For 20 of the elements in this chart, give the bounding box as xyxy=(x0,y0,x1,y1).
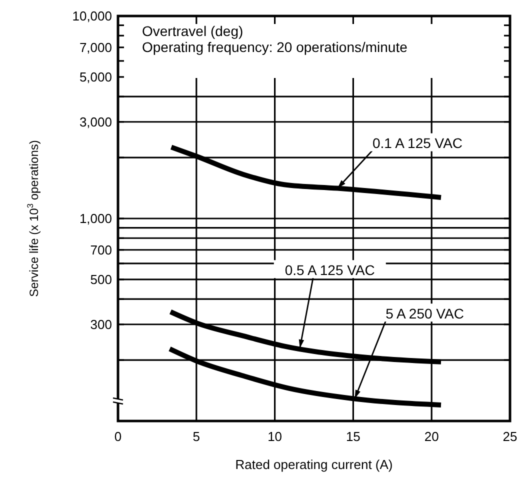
y-tick-label: 500 xyxy=(90,272,112,288)
annotation: 5 A 250 VAC xyxy=(386,306,464,322)
x-tick-label: 10 xyxy=(268,429,282,444)
x-tick-label: 20 xyxy=(424,429,439,444)
y-tick-label: 3,000 xyxy=(79,114,112,130)
annotation: Operating frequency: 20 operations/minute xyxy=(142,39,408,55)
x-axis-title: Rated operating current (A) xyxy=(235,457,393,472)
y-tick-label: 7,000 xyxy=(79,40,112,55)
annotation: Overtravel (deg) xyxy=(142,23,244,39)
x-tick-label: 0 xyxy=(114,429,122,444)
x-tick-label: 25 xyxy=(502,429,518,444)
y-tick-label: 10,000 xyxy=(72,8,112,24)
y-tick-label: 1,000 xyxy=(79,211,112,226)
y-tick-label: 300 xyxy=(90,316,112,332)
annotation: 0.1 A 125 VAC xyxy=(372,135,463,152)
y-tick-label: 700 xyxy=(90,242,112,258)
y-tick-label: 5,000 xyxy=(79,70,112,85)
annotation: 0.5 A 125 VAC xyxy=(284,262,375,278)
x-tick-label: 5 xyxy=(192,429,200,444)
x-tick-label: 15 xyxy=(346,429,360,444)
